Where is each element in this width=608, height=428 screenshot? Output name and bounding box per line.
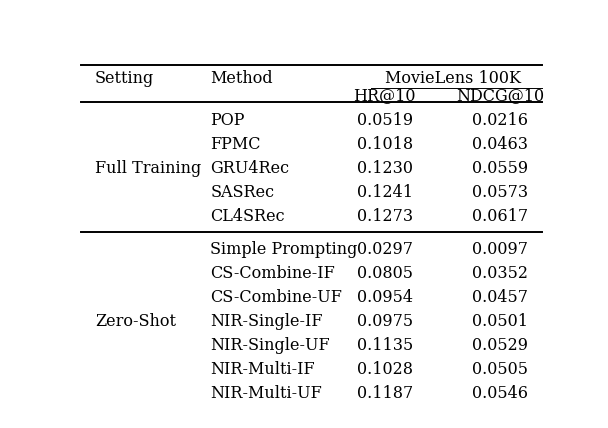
Text: 0.0617: 0.0617 (472, 208, 528, 225)
Text: 0.0216: 0.0216 (472, 112, 528, 129)
Text: 0.0559: 0.0559 (472, 160, 528, 177)
Text: NIR-Multi-UF: NIR-Multi-UF (210, 386, 322, 402)
Text: GRU4Rec: GRU4Rec (210, 160, 289, 177)
Text: NIR-Single-IF: NIR-Single-IF (210, 313, 323, 330)
Text: 0.0805: 0.0805 (357, 265, 413, 282)
Text: FPMC: FPMC (210, 136, 261, 153)
Text: 0.1018: 0.1018 (356, 136, 413, 153)
Text: 0.0501: 0.0501 (472, 313, 528, 330)
Text: CS-Combine-IF: CS-Combine-IF (210, 265, 335, 282)
Text: NIR-Multi-IF: NIR-Multi-IF (210, 361, 315, 378)
Text: Simple Prompting: Simple Prompting (210, 241, 358, 258)
Text: 0.1241: 0.1241 (357, 184, 413, 201)
Text: 0.0352: 0.0352 (472, 265, 528, 282)
Text: CS-Combine-UF: CS-Combine-UF (210, 289, 342, 306)
Text: 0.0505: 0.0505 (472, 361, 528, 378)
Text: 0.0975: 0.0975 (356, 313, 413, 330)
Text: 0.0297: 0.0297 (357, 241, 413, 258)
Text: CL4SRec: CL4SRec (210, 208, 285, 225)
Text: 0.0457: 0.0457 (472, 289, 528, 306)
Text: NDCG@10: NDCG@10 (456, 87, 544, 104)
Text: 0.0573: 0.0573 (472, 184, 528, 201)
Text: NIR-Single-UF: NIR-Single-UF (210, 337, 330, 354)
Text: 0.0519: 0.0519 (356, 112, 413, 129)
Text: 0.0954: 0.0954 (357, 289, 413, 306)
Text: 0.0097: 0.0097 (472, 241, 528, 258)
Text: 0.1187: 0.1187 (356, 386, 413, 402)
Text: Method: Method (210, 71, 273, 87)
Text: 0.0529: 0.0529 (472, 337, 528, 354)
Text: Full Training: Full Training (95, 160, 201, 177)
Text: HR@10: HR@10 (353, 87, 416, 104)
Text: Setting: Setting (95, 71, 154, 87)
Text: 0.1273: 0.1273 (356, 208, 413, 225)
Text: POP: POP (210, 112, 245, 129)
Text: 0.1028: 0.1028 (357, 361, 413, 378)
Text: 0.0463: 0.0463 (472, 136, 528, 153)
Text: Zero-Shot: Zero-Shot (95, 313, 176, 330)
Text: 0.1135: 0.1135 (356, 337, 413, 354)
Text: SASRec: SASRec (210, 184, 274, 201)
Text: 0.1230: 0.1230 (357, 160, 413, 177)
Text: 0.0546: 0.0546 (472, 386, 528, 402)
Text: MovieLens 100K: MovieLens 100K (385, 71, 521, 87)
